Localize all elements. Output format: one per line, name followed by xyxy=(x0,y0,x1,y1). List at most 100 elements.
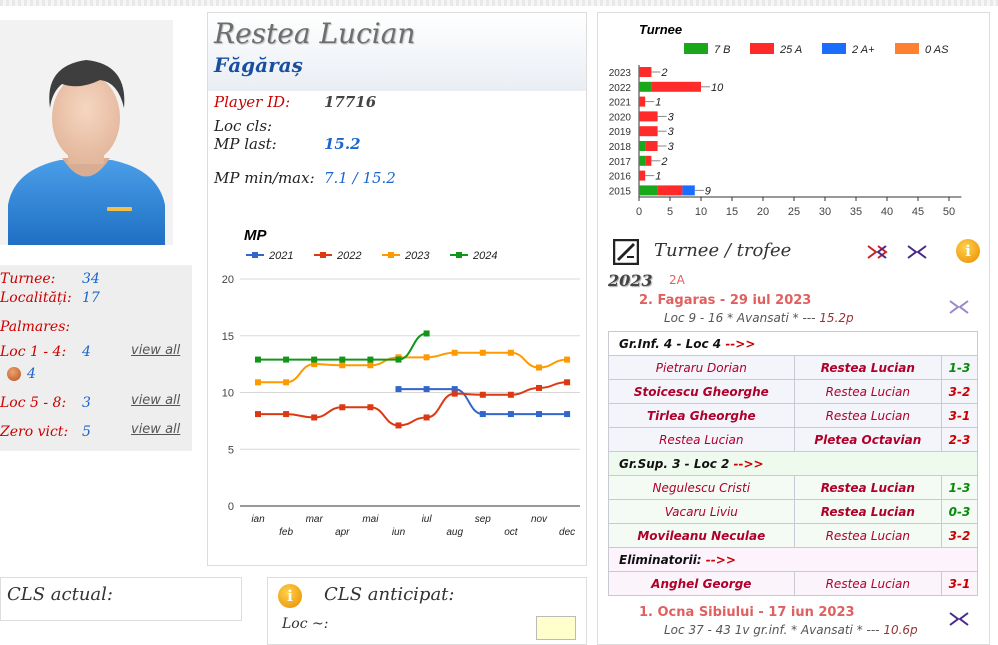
point-2024-ian[interactable] xyxy=(255,356,261,363)
bar-2020-1[interactable] xyxy=(639,111,658,122)
edit-square-icon[interactable] xyxy=(613,239,639,265)
group-title[interactable]: Gr.Inf. 4 - Loc 4 -->> xyxy=(608,331,978,356)
tournament-2-title[interactable]: 1. Ocna Sibiului - 17 iun 2023 xyxy=(639,605,855,620)
point-2021-oct[interactable] xyxy=(507,411,514,418)
point-2022-nov[interactable] xyxy=(536,384,542,391)
tournament-1-title[interactable]: 2. Fagaras - 29 iul 2023 xyxy=(639,293,812,308)
point-2022-dec[interactable] xyxy=(564,379,571,386)
bar-2017-1[interactable] xyxy=(645,155,652,166)
point-2023-feb[interactable] xyxy=(283,379,290,386)
player-1-cell[interactable]: Vacaru Liviu xyxy=(608,499,795,524)
point-2021-iun[interactable] xyxy=(395,386,402,393)
tournament-2-result: Loc 37 - 43 1v gr.inf. * Avansati * --- … xyxy=(664,623,918,637)
point-2024-feb[interactable] xyxy=(283,356,290,363)
player-1-cell[interactable]: Negulescu Cristi xyxy=(608,475,795,500)
loc-approx-input[interactable] xyxy=(536,616,576,640)
bar-2015-2[interactable] xyxy=(682,185,695,196)
legend-marker-2022 xyxy=(320,252,326,258)
point-2022-feb[interactable] xyxy=(283,411,290,418)
bar-2023-1[interactable] xyxy=(639,67,652,77)
player-2-cell[interactable]: Restea Lucian xyxy=(793,475,943,500)
bar-2018-1[interactable] xyxy=(645,141,658,151)
point-2023-oct[interactable] xyxy=(507,349,514,356)
point-2023-dec[interactable] xyxy=(564,356,571,363)
point-2022-mar[interactable] xyxy=(311,414,318,421)
point-2022-iun[interactable] xyxy=(395,422,402,429)
tournament-2-mp: 10.6p xyxy=(883,623,918,637)
point-2021-dec[interactable] xyxy=(564,411,571,418)
bar-2016-1[interactable] xyxy=(639,170,646,181)
view-all-loc58-link[interactable]: view all xyxy=(131,393,181,408)
point-2024-mar[interactable] xyxy=(311,356,318,363)
player-2-cell[interactable]: Restea Lucian xyxy=(793,499,943,524)
legend-entry-2: 2 A+ xyxy=(851,44,875,56)
group-expand-arrow[interactable]: -->> xyxy=(733,456,764,471)
right-panel: Turnee 7 B 25 A 2 A+ 0 AS 0 5 10 15 20 25 30 35 40 45 5… xyxy=(597,12,990,645)
bar-2019-1[interactable] xyxy=(639,126,658,137)
bar-2022-0[interactable] xyxy=(639,81,652,92)
point-2021-nov[interactable] xyxy=(536,411,542,418)
point-2023-aug[interactable] xyxy=(451,349,458,356)
collapse-tournament-1-icon[interactable] xyxy=(948,299,970,315)
bar-2022-1[interactable] xyxy=(651,81,701,92)
point-2022-ian[interactable] xyxy=(255,411,261,418)
view-all-loc14-link[interactable]: view all xyxy=(131,343,181,358)
player-2-cell[interactable]: Pletea Octavian xyxy=(793,427,943,452)
point-2021-iul[interactable] xyxy=(423,386,430,393)
player-2-cell[interactable]: Restea Lucian xyxy=(793,379,943,404)
point-2022-aug[interactable] xyxy=(451,390,458,397)
player-1-cell[interactable]: Stoicescu Gheorghe xyxy=(608,379,795,404)
bar-2015-0[interactable] xyxy=(639,185,658,196)
point-2021-aug[interactable] xyxy=(451,386,458,393)
group-title[interactable]: Eliminatorii: -->> xyxy=(608,547,978,572)
point-2022-mai[interactable] xyxy=(367,404,374,411)
score-cell: 3-2 xyxy=(941,523,978,548)
point-2023-sep[interactable] xyxy=(479,349,486,356)
series-line-2023 xyxy=(258,351,568,384)
point-2022-oct[interactable] xyxy=(507,391,514,398)
player-2-cell[interactable]: Restea Lucian xyxy=(793,403,943,428)
bar-2018-0[interactable] xyxy=(639,141,646,151)
cls-actual-box: CLS actual: xyxy=(0,577,242,621)
player-1-cell[interactable]: Anghel George xyxy=(608,571,795,596)
info-icon[interactable]: i xyxy=(278,584,302,608)
collapse-red-icon[interactable] xyxy=(866,243,888,261)
point-2022-apr[interactable] xyxy=(339,404,346,411)
point-2023-nov[interactable] xyxy=(536,364,542,371)
group-expand-arrow[interactable]: -->> xyxy=(705,552,736,567)
point-2024-apr[interactable] xyxy=(339,356,346,363)
legend-swatch-2 xyxy=(822,43,846,54)
player-1-cell[interactable]: Tirlea Gheorghe xyxy=(608,403,795,428)
point-2023-ian[interactable] xyxy=(255,379,261,386)
mp-last-label: MP last: xyxy=(214,135,277,153)
player-2-cell[interactable]: Restea Lucian xyxy=(793,523,943,548)
point-2023-mar[interactable] xyxy=(311,361,318,368)
player-1-cell[interactable]: Restea Lucian xyxy=(608,427,795,452)
player-2-cell[interactable]: Restea Lucian xyxy=(793,355,943,380)
point-2022-sep[interactable] xyxy=(479,391,486,398)
player-2-cell[interactable]: Restea Lucian xyxy=(793,571,943,596)
games-table: Gr.Inf. 4 - Loc 4 -->> Pietraru Dorian Res… xyxy=(608,331,978,596)
player-1-cell[interactable]: Pietraru Dorian xyxy=(608,355,795,380)
player-1-cell[interactable]: Movileanu Neculae xyxy=(608,523,795,548)
x-tick-nov: nov xyxy=(531,514,548,525)
collapse-tournament-2-icon[interactable] xyxy=(948,611,970,627)
point-2021-sep[interactable] xyxy=(479,411,486,418)
point-2023-apr[interactable] xyxy=(339,362,346,369)
collapse-purple-icon[interactable] xyxy=(906,243,928,261)
bar-2015-1[interactable] xyxy=(657,185,683,196)
point-2024-mai[interactable] xyxy=(367,356,374,363)
trofee-title: Turnee / trofee xyxy=(654,240,792,261)
y-tick-2015: 2015 xyxy=(609,186,632,197)
group-title[interactable]: Gr.Sup. 3 - Loc 2 -->> xyxy=(608,451,978,476)
group-expand-arrow[interactable]: -->> xyxy=(725,336,756,351)
bar-2017-0[interactable] xyxy=(639,155,646,166)
bar-2021-1[interactable] xyxy=(639,96,646,107)
point-2023-iul[interactable] xyxy=(423,354,430,361)
point-2022-iul[interactable] xyxy=(423,414,430,421)
point-2024-iun[interactable] xyxy=(395,356,402,363)
view-all-zero-link[interactable]: view all xyxy=(131,422,181,437)
trofee-info-icon[interactable]: i xyxy=(956,239,980,263)
point-2024-iul[interactable] xyxy=(423,330,430,337)
point-2023-mai[interactable] xyxy=(367,362,374,369)
